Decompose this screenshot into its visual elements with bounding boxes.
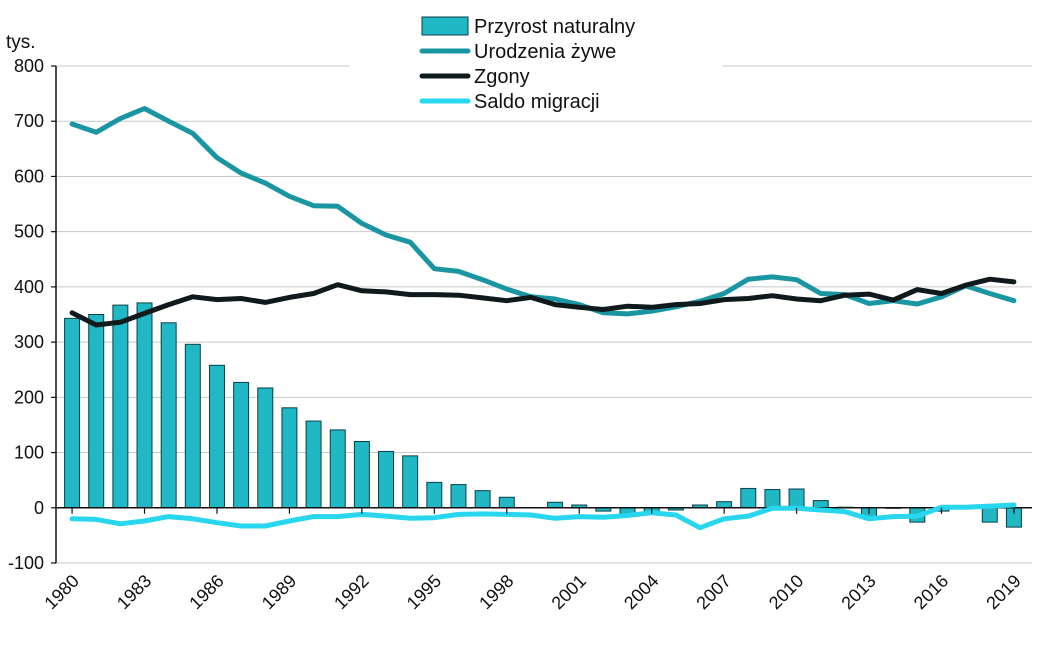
bar-1995 <box>426 481 443 509</box>
legend-label: Przyrost naturalny <box>474 16 635 38</box>
bar-2008 <box>740 487 757 509</box>
bar-1994 <box>402 455 419 509</box>
bar-1989 <box>281 407 298 509</box>
x-tick-label: 1992 <box>330 571 372 613</box>
bar-series-przyrost-naturalny <box>64 302 1022 528</box>
legend-label: Zgony <box>474 66 530 88</box>
bar-2010 <box>788 488 805 509</box>
line-zgony <box>69 276 1017 328</box>
bar-2009 <box>764 489 781 509</box>
bar-1987 <box>233 381 250 509</box>
x-tick-label: 2007 <box>692 571 734 613</box>
line-series <box>69 106 1017 531</box>
bar-2000 <box>547 501 564 509</box>
bar-1992 <box>353 441 370 509</box>
bar-1985 <box>184 343 201 509</box>
bar-2011 <box>812 500 829 509</box>
y-tick-label: 700 <box>14 111 44 131</box>
y-tick-label: 100 <box>14 443 44 463</box>
bar-1996 <box>450 484 467 509</box>
y-tick-label: 0 <box>34 498 44 518</box>
bar-1986 <box>208 364 225 509</box>
legend-label: Saldo migracji <box>474 91 600 113</box>
line-saldo-migracji <box>69 502 1017 531</box>
bar-1998 <box>498 496 515 509</box>
legend: Przyrost naturalny Urodzenia żywe Zgony Sal… <box>350 10 722 120</box>
x-tick-label: 2013 <box>837 571 879 613</box>
bar-1981 <box>88 314 105 509</box>
x-tick-label: 2001 <box>548 571 590 613</box>
y-tick-label: 500 <box>14 222 44 242</box>
line-urodzenia-żywe <box>69 106 1017 317</box>
bar-1980 <box>64 317 81 509</box>
y-tick-label: 600 <box>14 166 44 186</box>
bar-1991 <box>329 429 346 509</box>
y-tick-label: 300 <box>14 332 44 352</box>
bar-1982 <box>112 304 129 509</box>
y-axis-ticks: 800 700 600 500 400 300 200 100 0 -100 <box>8 56 56 573</box>
legend-box <box>350 10 722 120</box>
x-tick-label: 1980 <box>40 571 82 613</box>
bar-2007 <box>716 501 733 509</box>
bar-1984 <box>160 322 177 509</box>
bar-1990 <box>305 420 322 509</box>
x-tick-label: 1998 <box>475 571 517 613</box>
legend-label: Urodzenia żywe <box>474 41 616 63</box>
x-tick-label: 1995 <box>403 571 445 613</box>
bar-2018 <box>981 507 998 523</box>
legend-swatch <box>421 16 469 36</box>
x-axis-ticks: 1980 1983 1986 1989 1992 1995 1998 2001 2004 2007… <box>40 507 1025 613</box>
bar-1993 <box>378 450 395 509</box>
x-tick-label: 1983 <box>113 571 155 613</box>
y-tick-label: 400 <box>14 277 44 297</box>
y-tick-label: 200 <box>14 387 44 407</box>
x-tick-label: 1989 <box>258 571 300 613</box>
x-tick-label: 2004 <box>620 571 662 613</box>
x-tick-label: 2016 <box>910 571 952 613</box>
bar-1983 <box>136 302 153 509</box>
y-tick-label: 800 <box>14 56 44 76</box>
unit-label: tys. <box>6 32 36 53</box>
bar-1988 <box>257 387 274 509</box>
bar-1997 <box>474 490 491 509</box>
x-tick-label: 2010 <box>765 571 807 613</box>
y-tick-label: -100 <box>8 553 44 573</box>
x-tick-label: 1986 <box>185 571 227 613</box>
x-tick-label: 2019 <box>982 571 1024 613</box>
